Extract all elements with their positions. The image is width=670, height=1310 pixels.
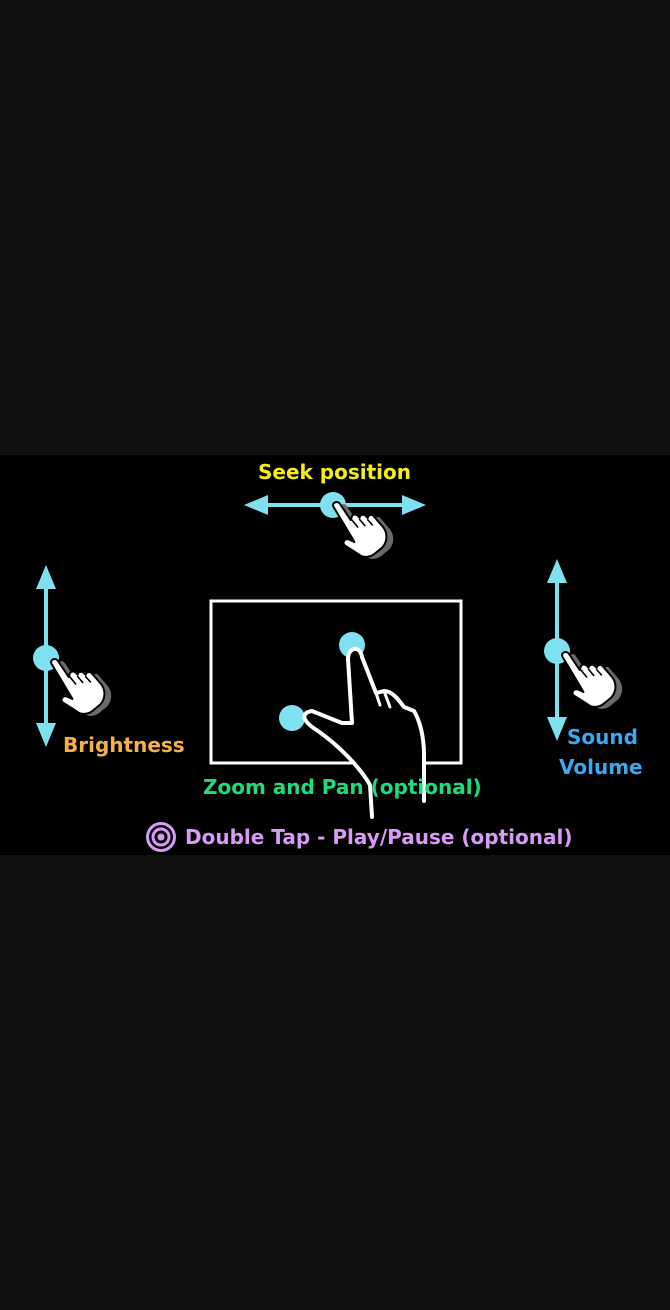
sound-label: Sound xyxy=(567,725,638,749)
volume-arrow xyxy=(544,559,570,741)
double-tap-label: Double Tap - Play/Pause (optional) xyxy=(185,825,573,849)
brightness-label: Brightness xyxy=(63,733,185,757)
pinch-hand-icon xyxy=(279,632,426,819)
gesture-help-overlay[interactable]: Seek position Brightness Sound Volume Zo… xyxy=(0,455,670,855)
volume-label: Volume xyxy=(559,755,643,779)
brightness-arrow xyxy=(33,565,59,747)
gesture-diagram xyxy=(33,484,630,819)
zoom-label: Zoom and Pan (optional) xyxy=(203,775,482,799)
double-tap-icon xyxy=(146,822,176,852)
seek-label: Seek position xyxy=(258,460,412,484)
zoom-frame xyxy=(209,599,463,765)
